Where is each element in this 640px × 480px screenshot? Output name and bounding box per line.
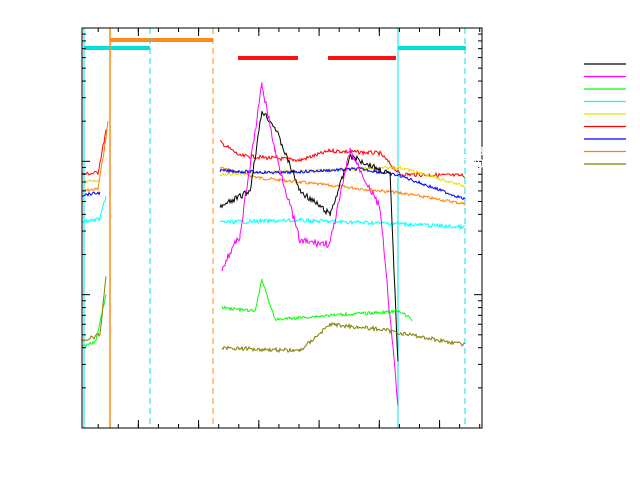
y-axis-label-mid: detector bbox=[23, 107, 38, 178]
flag-label: F bbox=[226, 50, 233, 63]
flag-label: N bbox=[154, 40, 161, 53]
legend-entry-label: 100 - 300 keV bbox=[484, 120, 578, 134]
legend-entry-label: 7000 - 15000 keV bbox=[462, 157, 578, 171]
legend-header-line1: Det 1,3,4,5,6,9, bbox=[512, 29, 628, 43]
series-3-6-kev bbox=[219, 111, 399, 362]
x-tick-label: 06:45 bbox=[239, 433, 278, 448]
series-800-7000-kev bbox=[81, 120, 109, 193]
plot-frame bbox=[81, 27, 483, 429]
y-tick-label: 1 bbox=[70, 421, 78, 436]
x-tick-label: 07:00 bbox=[300, 433, 339, 448]
legend-entry-label: 800 - 7000 keV bbox=[477, 145, 578, 159]
footer-date: 15-Oct-2021 08:24 bbox=[552, 467, 634, 476]
y-axis-label-sup2: -1 bbox=[22, 96, 32, 107]
series-6-12-kev bbox=[221, 82, 399, 406]
y-tick-label: 10 bbox=[62, 288, 78, 303]
legend-entry-label: 50 - 100 keV bbox=[491, 107, 578, 121]
legend-entry-label: 300 - 800 keV bbox=[484, 132, 578, 146]
series-7000-15000-kev bbox=[221, 321, 466, 354]
y-axis-label-end: ) bbox=[23, 88, 38, 96]
x-tick-label: 06:30 bbox=[179, 433, 218, 448]
legend-entry-label: 6 - 12 keV bbox=[506, 70, 578, 84]
series-100-300-kev bbox=[220, 140, 466, 179]
y-axis-label-main: Corrected Count Rate (s bbox=[23, 188, 38, 368]
series-12-25-kev bbox=[221, 278, 413, 322]
x-tick-label: 07:15 bbox=[360, 433, 399, 448]
y-tick-label: 100 bbox=[55, 154, 78, 169]
chart-title: RHESSI Observing Summary Count Rates, Co… bbox=[70, 3, 494, 21]
series-300-800-kev bbox=[219, 166, 466, 201]
y-tick-label: 1000 bbox=[47, 21, 78, 36]
legend-entry-label: 25 - 50 keV bbox=[499, 95, 578, 109]
series-25-50-kev bbox=[219, 217, 466, 231]
plot-background bbox=[82, 28, 482, 428]
series-100-300-kev bbox=[81, 129, 107, 176]
series-800-7000-kev bbox=[219, 166, 466, 206]
legend-header-line2: Att 0 bbox=[592, 41, 628, 55]
y-axis-label-sup1: -1 bbox=[22, 177, 32, 188]
series-25-50-kev bbox=[81, 195, 107, 225]
y-axis-label: Corrected Count Rate (s-1 detector-1) bbox=[22, 88, 38, 368]
series-300-800-kev bbox=[82, 191, 101, 197]
series-50-100-kev bbox=[81, 179, 101, 184]
flag-label: S bbox=[96, 34, 103, 47]
legend-entry-label: 3 - 6 keV bbox=[513, 57, 578, 71]
legend-entry-label: 12 - 25 keV bbox=[499, 82, 578, 96]
x-tick-label: 07:30 bbox=[420, 433, 459, 448]
series-7000-15000-kev bbox=[81, 276, 107, 342]
x-tick-label: 06:15 bbox=[119, 433, 158, 448]
x-axis-label: Start Time (26-Feb-04 06:02:22) bbox=[161, 455, 404, 470]
